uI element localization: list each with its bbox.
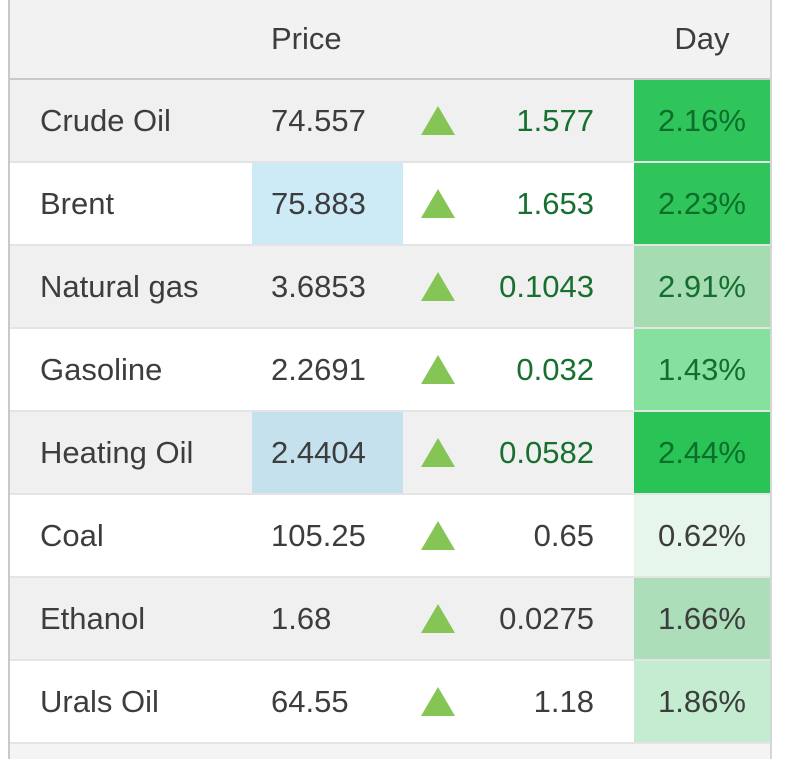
change-value: 0.65 [533,517,594,553]
change-value: 0.032 [516,351,594,387]
price-value: 64.55 [271,683,349,719]
arrow-cell [403,495,473,576]
commodities-table: Price Day Crude Oil 74.557 1.577 2.16% Brent… [8,0,772,759]
commodity-name[interactable]: Ethanol [40,600,146,636]
day-percent-cell: 2.16% [634,80,770,161]
arrow-cell [403,80,473,161]
table-body: Crude Oil 74.557 1.577 2.16% Brent 75.883 1.65… [10,80,770,744]
change-value: 1.18 [533,683,594,719]
price-value: 3.6853 [271,268,366,304]
table-row[interactable]: Heating Oil 2.4404 0.0582 2.44% [10,412,770,495]
table-row[interactable]: Urals Oil 64.55 1.18 1.86% [10,661,770,744]
change-value: 1.577 [516,102,594,138]
price-value: 74.557 [271,102,366,138]
arrow-cell [403,412,473,493]
up-arrow-icon [421,272,455,301]
arrow-cell [403,329,473,410]
price-value: 2.2691 [271,351,366,387]
day-percent-cell: 2.91% [634,246,770,327]
up-arrow-icon [421,687,455,716]
table-row[interactable]: Gasoline 2.2691 0.032 1.43% [10,329,770,412]
commodity-name[interactable]: Heating Oil [40,434,194,470]
commodity-name[interactable]: Natural gas [40,268,199,304]
price-value: 75.883 [252,163,403,244]
table-row[interactable]: Natural gas 3.6853 0.1043 2.91% [10,246,770,329]
commodity-name[interactable]: Crude Oil [40,102,171,138]
up-arrow-icon [421,438,455,467]
arrow-cell [403,246,473,327]
day-percent-cell: 0.62% [634,495,770,576]
price-value: 105.25 [271,517,366,553]
arrow-cell [403,578,473,659]
change-value: 1.653 [516,185,594,221]
arrow-cell [403,661,473,742]
up-arrow-icon [421,604,455,633]
col-header-day[interactable]: Day [674,21,730,56]
day-percent-cell: 1.43% [634,329,770,410]
commodity-name[interactable]: Gasoline [40,351,163,387]
table-row[interactable]: Coal 105.25 0.65 0.62% [10,495,770,578]
day-percent-cell: 1.66% [634,578,770,659]
commodity-name[interactable]: Coal [40,517,104,553]
arrow-cell [403,163,473,244]
day-percent-cell: 1.86% [634,661,770,742]
col-header-price[interactable]: Price [271,21,342,56]
change-value: 0.0275 [499,600,594,636]
up-arrow-icon [421,106,455,135]
up-arrow-icon [421,189,455,218]
day-percent-cell: 2.23% [634,163,770,244]
table-row[interactable]: Crude Oil 74.557 1.577 2.16% [10,80,770,163]
commodity-name[interactable]: Urals Oil [40,683,159,719]
up-arrow-icon [421,521,455,550]
up-arrow-icon [421,355,455,384]
table-row[interactable]: Brent 75.883 1.653 2.23% [10,163,770,246]
change-value: 0.1043 [499,268,594,304]
table-row[interactable]: Ethanol 1.68 0.0275 1.66% [10,578,770,661]
day-percent-cell: 2.44% [634,412,770,493]
price-value: 1.68 [271,600,332,636]
change-value: 0.0582 [499,434,594,470]
price-value: 2.4404 [252,412,403,493]
partial-next-row [10,744,770,759]
commodity-name[interactable]: Brent [40,185,115,221]
table-header-row: Price Day [10,0,770,80]
